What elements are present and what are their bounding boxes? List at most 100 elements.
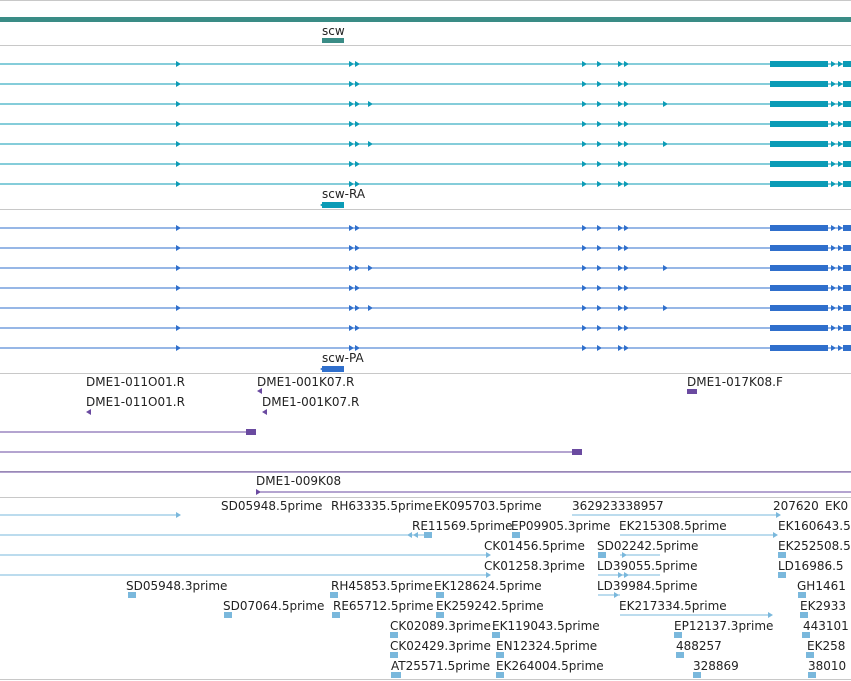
- est-block: [224, 612, 232, 618]
- protein-label-scw-pa[interactable]: scw-PA: [322, 351, 364, 365]
- protein-arrow: [618, 325, 623, 331]
- est-label[interactable]: SD07064.5prime: [223, 599, 325, 613]
- est-label[interactable]: RE11569.5prime: [412, 519, 513, 533]
- protein-arrow: [624, 225, 629, 231]
- protein-arrow: [355, 325, 360, 331]
- protein-arrow: [582, 325, 587, 331]
- est-block: [808, 672, 816, 678]
- transcript-arrow: [618, 61, 623, 67]
- protein-cds-block: [770, 285, 828, 291]
- protein-arrow: [349, 305, 354, 311]
- est-label[interactable]: 38010: [808, 659, 847, 673]
- est-label[interactable]: EN12324.5prime: [496, 639, 598, 653]
- clone-label[interactable]: DME1-017K08.F: [687, 375, 783, 389]
- transcript-arrow: [176, 181, 181, 187]
- est-label[interactable]: EP12137.3prime: [674, 619, 774, 633]
- clone-marker: [86, 409, 91, 415]
- est-arrow: [624, 572, 629, 578]
- est-arrow: [622, 552, 627, 558]
- est-block: [798, 592, 806, 598]
- protein-arrow: [355, 305, 360, 311]
- transcript-arrow: [597, 101, 602, 107]
- est-block: [390, 652, 398, 658]
- transcript-arrow: [582, 181, 587, 187]
- transcript-arrow: [618, 141, 623, 147]
- est-label[interactable]: 207620: [773, 499, 819, 513]
- est-label[interactable]: EK095703.5prime: [434, 499, 542, 513]
- protein-arrow: [831, 225, 836, 231]
- clone-label[interactable]: DME1-011O01.R: [86, 395, 185, 409]
- protein-arrow: [349, 325, 354, 331]
- transcript-arrow: [831, 161, 836, 167]
- transcript-arrow: [831, 101, 836, 107]
- transcript-arrow: [349, 161, 354, 167]
- est-arrow: [407, 532, 412, 538]
- est-label[interactable]: 328869: [693, 659, 739, 673]
- est-label[interactable]: EK215308.5prime: [619, 519, 727, 533]
- protein-arrow: [368, 265, 373, 271]
- transcript-arrow: [349, 81, 354, 87]
- protein-arrow: [838, 265, 843, 271]
- est-label[interactable]: LD16986.5: [778, 559, 844, 573]
- est-label[interactable]: EK2933: [800, 599, 846, 613]
- clone-block: [687, 389, 697, 394]
- protein-arrow: [597, 225, 602, 231]
- est-label[interactable]: EK259242.5prime: [436, 599, 544, 613]
- est-label[interactable]: EK0: [825, 499, 849, 513]
- transcript-arrow: [320, 202, 325, 208]
- est-arrow: [773, 532, 778, 538]
- protein-arrow: [349, 285, 354, 291]
- est-label[interactable]: 443101: [803, 619, 849, 633]
- transcript-arrow: [618, 81, 623, 87]
- est-label[interactable]: GH1461: [797, 579, 846, 593]
- est-block: [330, 592, 338, 598]
- transcript-label-scw-ra[interactable]: scw-RA: [322, 187, 366, 201]
- transcript-arrow: [838, 141, 843, 147]
- transcript-arrow: [618, 121, 623, 127]
- est-label[interactable]: EK264004.5prime: [496, 659, 604, 673]
- est-label[interactable]: EK128624.5prime: [434, 579, 542, 593]
- est-label[interactable]: CK02089.3prime: [390, 619, 491, 633]
- est-label[interactable]: LD39984.5prime: [597, 579, 698, 593]
- est-label[interactable]: 362923338957: [572, 499, 664, 513]
- est-label[interactable]: SD05948.3prime: [126, 579, 228, 593]
- est-label[interactable]: RH45853.5prime: [331, 579, 433, 593]
- est-label[interactable]: EK119043.5prime: [492, 619, 600, 633]
- est-arrow: [776, 512, 781, 518]
- est-label[interactable]: EK160643.5: [778, 519, 851, 533]
- clone-label[interactable]: DME1-011O01.R: [86, 375, 185, 389]
- clone-label[interactable]: DME1-009K08: [256, 474, 342, 488]
- est-label[interactable]: 488257: [676, 639, 722, 653]
- est-label[interactable]: EK252508.5: [778, 539, 851, 553]
- est-label[interactable]: EP09905.3prime: [511, 519, 611, 533]
- protein-arrow: [618, 305, 623, 311]
- transcript-arrow: [624, 181, 629, 187]
- gene-label-scw[interactable]: scw: [322, 24, 345, 38]
- est-label[interactable]: EK217334.5prime: [619, 599, 727, 613]
- transcript-arrow: [582, 81, 587, 87]
- est-block: [424, 532, 432, 538]
- protein-arrow: [831, 265, 836, 271]
- protein-arrow: [355, 345, 360, 351]
- est-label[interactable]: CK02429.3prime: [390, 639, 491, 653]
- est-label[interactable]: AT25571.5prime: [391, 659, 491, 673]
- protein-cds-block: [843, 285, 851, 291]
- clone-label[interactable]: DME1-001K07.R: [257, 375, 355, 389]
- est-label[interactable]: LD39055.5prime: [597, 559, 698, 573]
- track-divider: [0, 373, 851, 374]
- protein-arrow: [582, 265, 587, 271]
- est-label[interactable]: EK258: [807, 639, 846, 653]
- transcript-arrow: [176, 81, 181, 87]
- est-label[interactable]: RH63335.5prime: [331, 499, 433, 513]
- protein-arrow: [176, 305, 181, 311]
- est-label[interactable]: CK01456.5prime: [484, 539, 585, 553]
- est-label[interactable]: RE65712.5prime: [333, 599, 434, 613]
- est-label[interactable]: SD02242.5prime: [597, 539, 699, 553]
- protein-arrow: [624, 245, 629, 251]
- est-block: [496, 652, 504, 658]
- transcript-cds-block: [843, 121, 851, 127]
- clone-label[interactable]: DME1-001K07.R: [262, 395, 360, 409]
- est-label[interactable]: CK01258.3prime: [484, 559, 585, 573]
- est-label[interactable]: SD05948.5prime: [221, 499, 323, 513]
